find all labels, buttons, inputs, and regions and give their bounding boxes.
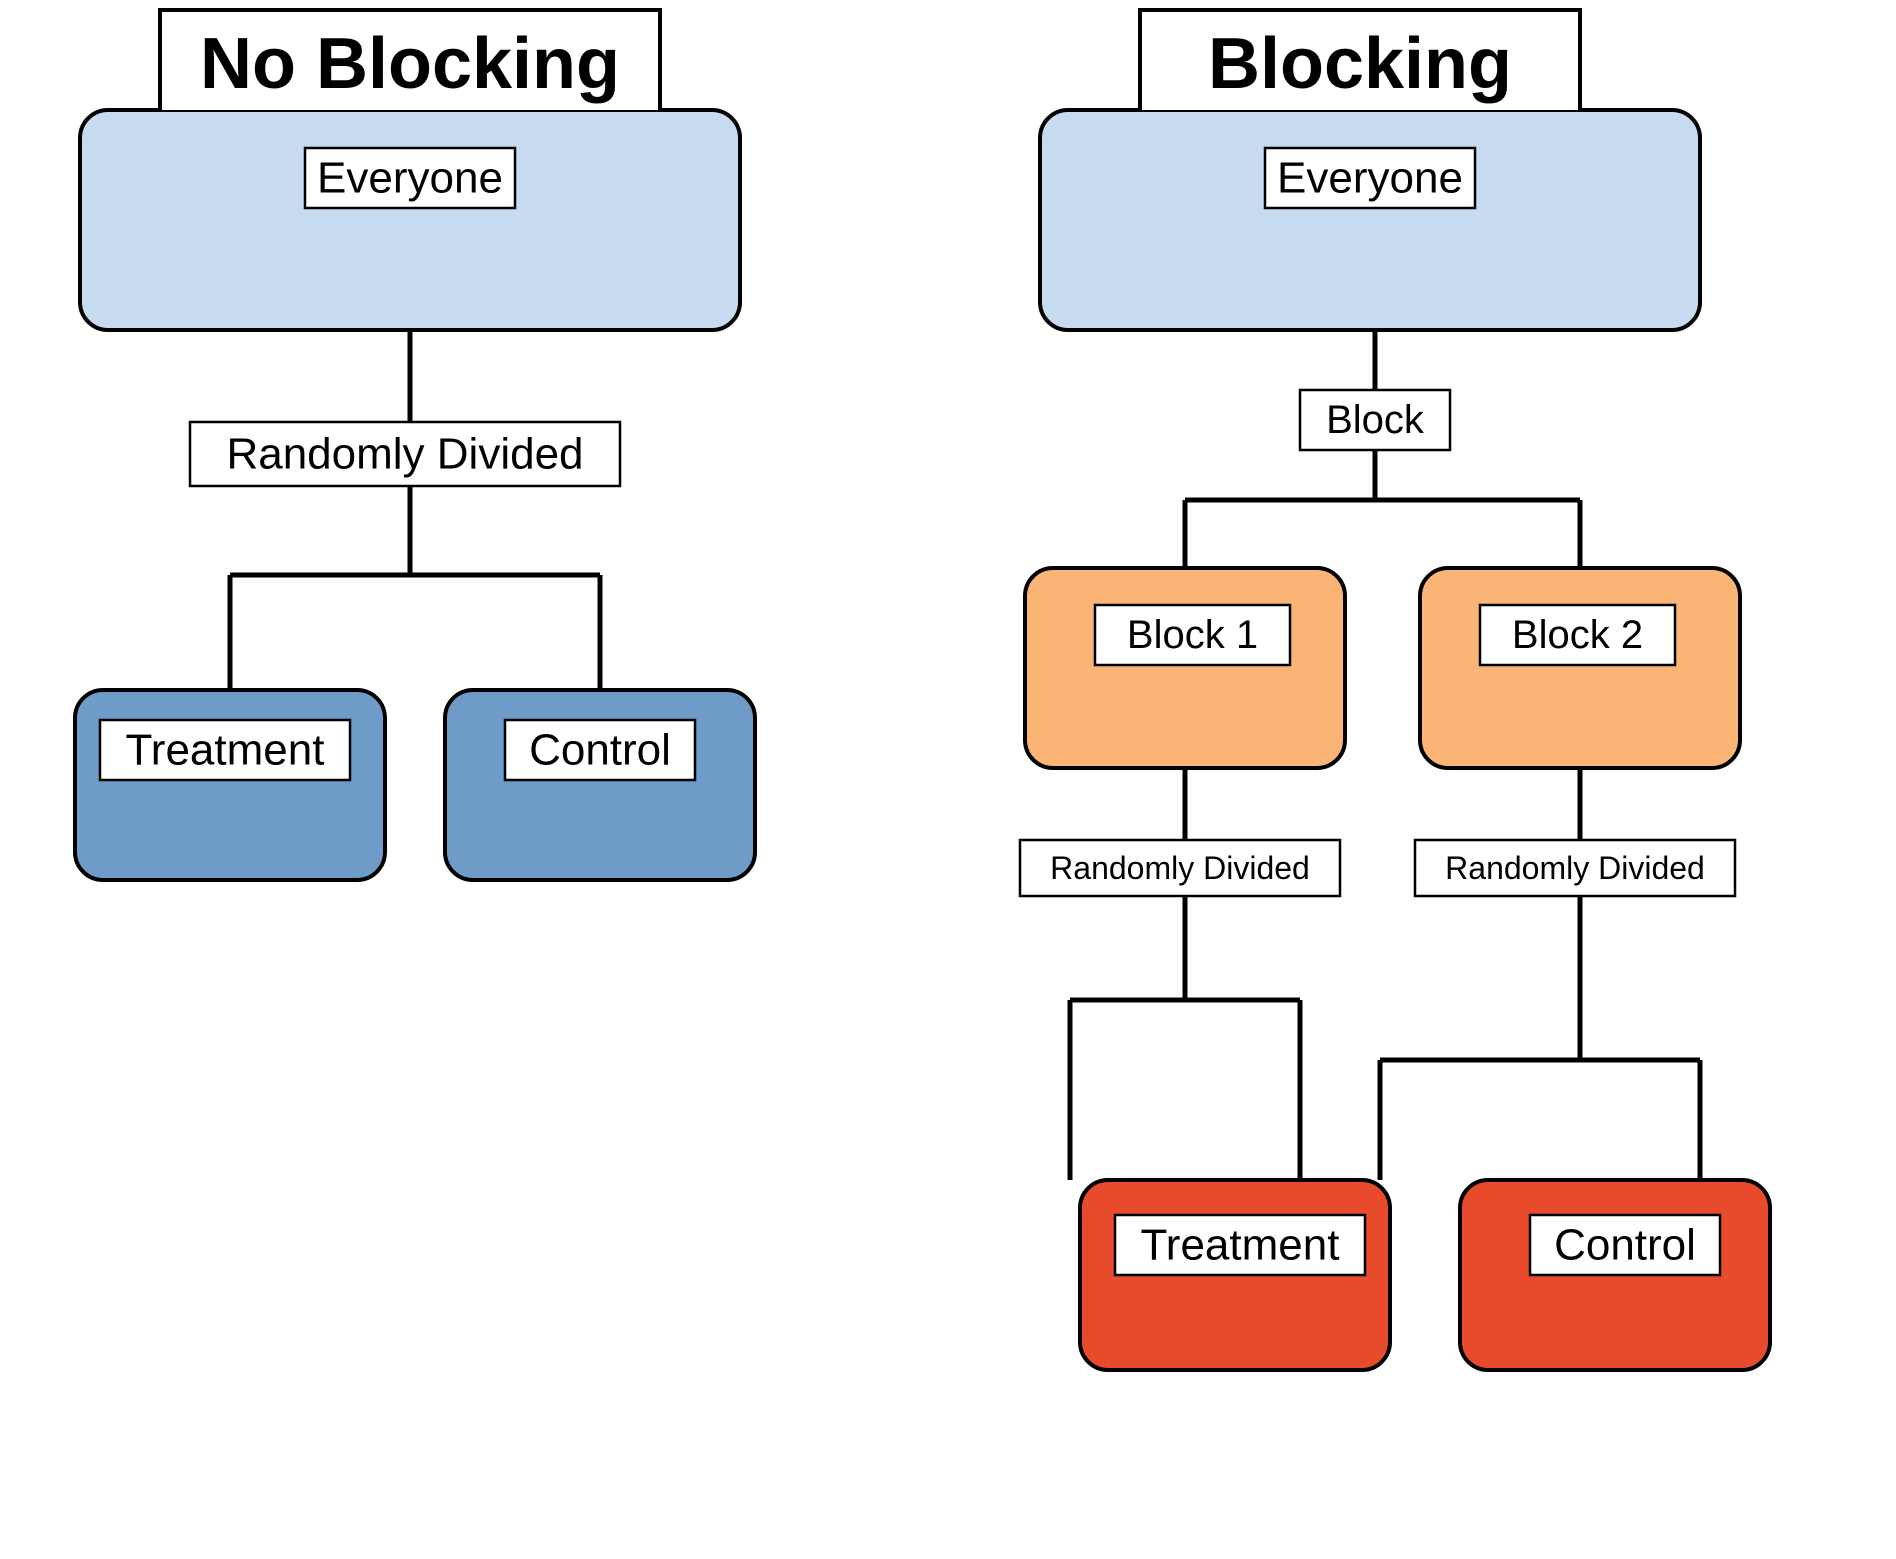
right-block1-label: Block 1 [1127,613,1258,657]
left-everyone-container [80,110,740,330]
right-control-label: Control [1554,1221,1696,1270]
right-block2-box [1420,568,1740,768]
right-randomly-divided-1: Randomly Divided [1050,850,1310,886]
left-treatment-box [75,690,385,880]
right-randomly-divided-2: Randomly Divided [1445,850,1705,886]
right-treatment-label: Treatment [1141,1221,1340,1270]
right-everyone-container [1040,110,1700,330]
left-everyone-label: Everyone [317,154,503,203]
left-randomly-divided: Randomly Divided [226,430,583,479]
left-title: No Blocking [200,24,620,104]
right-title: Blocking [1208,24,1512,104]
right-everyone-label: Everyone [1277,154,1463,203]
right-block1-box [1025,568,1345,768]
left-treatment-label: Treatment [126,726,325,775]
left-control-box [445,690,755,880]
right-block-label: Block [1326,398,1425,442]
right-block2-label: Block 2 [1512,613,1643,657]
left-control-label: Control [529,726,671,775]
